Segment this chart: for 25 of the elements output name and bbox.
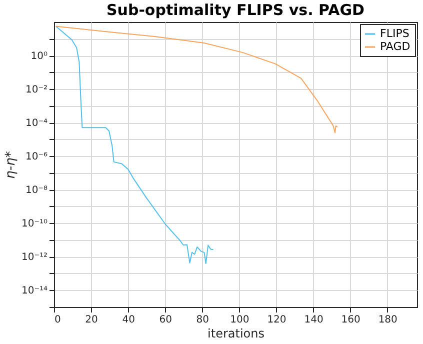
line-series xyxy=(55,26,214,264)
x-axis-title: iterations xyxy=(208,326,264,340)
x-tick-label: 0 xyxy=(54,314,61,326)
x-tick-label: 160 xyxy=(341,314,360,326)
y-tick-label: 10⁻² xyxy=(25,84,48,96)
x-tick-label: 120 xyxy=(267,314,286,326)
x-tick-label: 80 xyxy=(196,314,210,326)
line-series xyxy=(55,26,338,134)
legend-label: PAGD xyxy=(380,40,410,53)
x-tick-label: 40 xyxy=(122,314,135,326)
x-tick-label: 20 xyxy=(85,314,98,326)
y-tick-label: 10⁻¹⁰ xyxy=(21,218,48,230)
y-tick-label: 10⁻⁴ xyxy=(25,118,48,130)
x-tick-label: 180 xyxy=(378,314,398,326)
y-tick-label: 10⁻⁸ xyxy=(25,185,48,196)
x-tick-label: 140 xyxy=(304,314,324,326)
legend-label: FLIPS xyxy=(380,27,410,40)
y-axis-title: η-η* xyxy=(3,150,18,179)
y-tick-label: 10⁻¹⁴ xyxy=(21,286,48,297)
x-tick-label: 100 xyxy=(230,314,250,326)
y-tick-label: 10⁻⁶ xyxy=(25,152,48,163)
y-tick-label: 10⁰ xyxy=(30,51,48,62)
y-tick-label: 10⁻¹² xyxy=(21,252,48,264)
chart-title: Sub-optimality FLIPS vs. PAGD xyxy=(106,1,365,19)
x-tick-label: 60 xyxy=(159,314,172,326)
